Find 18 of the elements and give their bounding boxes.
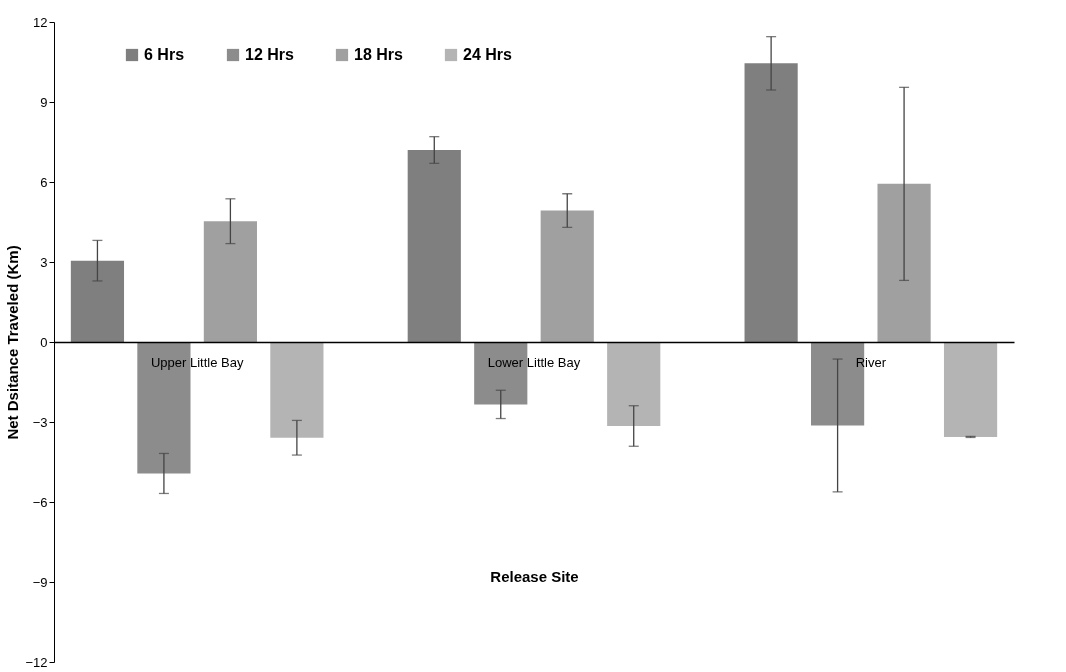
y-tick-label: 0: [40, 334, 48, 350]
y-tick-label: 9: [40, 94, 48, 110]
x-tick-label: Lower Little Bay: [487, 354, 581, 370]
x-tick-label: Upper Little Bay: [150, 354, 244, 370]
legend-label: 6 Hrs: [144, 46, 185, 63]
y-tick-label: 12: [33, 14, 48, 30]
y-tick-label: −6: [32, 494, 48, 510]
legend-label: 18 Hrs: [354, 46, 404, 63]
y-tick-label: −9: [32, 574, 48, 590]
x-axis-title: Release Site: [490, 567, 579, 585]
legend-label: 24 Hrs: [463, 46, 513, 63]
y-tick-label: 3: [40, 254, 48, 270]
legend-label: 12 Hrs: [245, 46, 295, 63]
x-tick-label: River: [855, 354, 887, 370]
y-tick-label: 6: [40, 174, 48, 190]
y-axis-title: Net Dsitance Traveled (Km): [4, 245, 22, 440]
y-tick-label: −12: [25, 654, 48, 670]
y-tick-label: −3: [32, 414, 48, 430]
